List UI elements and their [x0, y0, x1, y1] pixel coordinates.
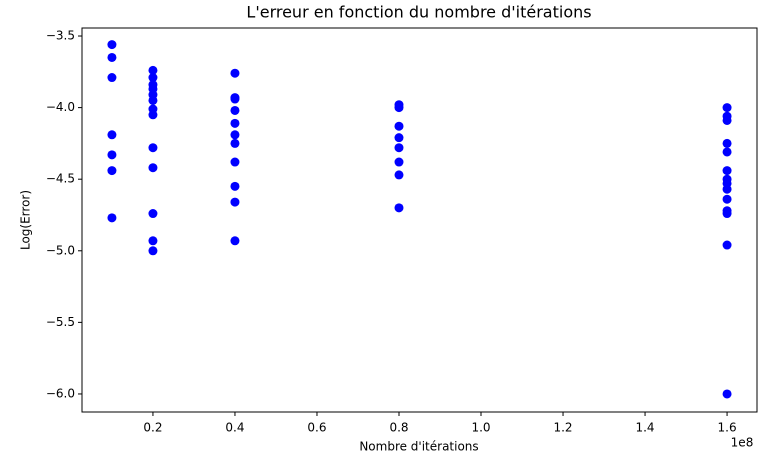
point — [722, 194, 732, 204]
point — [230, 105, 240, 115]
y-tick-label: −3.5 — [46, 29, 75, 43]
point — [722, 115, 732, 125]
point — [107, 150, 117, 160]
x-tick-label: 1.2 — [553, 421, 572, 435]
point — [722, 147, 732, 157]
point — [107, 40, 117, 50]
y-tick-label: −5.0 — [46, 243, 75, 257]
x-offset-label: 1e8 — [731, 436, 754, 450]
point — [230, 157, 240, 167]
y-axis-label: Log(Error) — [19, 190, 33, 250]
point — [230, 236, 240, 246]
point — [230, 118, 240, 128]
point — [148, 209, 158, 219]
point — [148, 163, 158, 173]
x-tick-label: 0.2 — [143, 421, 162, 435]
point — [230, 138, 240, 148]
point — [230, 94, 240, 104]
point — [722, 389, 732, 399]
point — [148, 236, 158, 246]
point — [394, 121, 404, 131]
point — [230, 130, 240, 140]
point — [148, 143, 158, 153]
point — [148, 95, 158, 105]
point — [722, 138, 732, 148]
x-tick-label: 1.4 — [635, 421, 654, 435]
point — [722, 209, 732, 219]
point — [230, 197, 240, 207]
point — [148, 65, 158, 75]
point — [148, 246, 158, 256]
point — [394, 170, 404, 180]
x-tick-label: 1.6 — [718, 421, 737, 435]
point — [230, 68, 240, 78]
point — [722, 166, 732, 176]
point — [394, 143, 404, 153]
point — [148, 110, 158, 120]
y-tick-label: −6.0 — [46, 386, 75, 400]
point — [394, 157, 404, 167]
y-tick-label: −5.5 — [46, 315, 75, 329]
x-tick-label: 1.0 — [471, 421, 490, 435]
chart-title: L'erreur en fonction du nombre d'itérati… — [246, 3, 591, 22]
point — [107, 166, 117, 176]
point — [107, 52, 117, 62]
y-tick-label: −4.0 — [46, 100, 75, 114]
point — [107, 73, 117, 83]
point — [107, 130, 117, 140]
y-tick-label: −4.5 — [46, 172, 75, 186]
point — [230, 181, 240, 191]
point — [722, 184, 732, 194]
point — [107, 213, 117, 223]
x-axis-label: Nombre d'itérations — [359, 440, 478, 454]
plot-frame — [81, 27, 758, 413]
x-tick-label: 0.4 — [225, 421, 244, 435]
x-tick-label: 0.8 — [389, 421, 408, 435]
point — [394, 203, 404, 213]
x-tick-label: 0.6 — [307, 421, 326, 435]
point — [722, 103, 732, 113]
point — [394, 103, 404, 113]
point — [394, 133, 404, 143]
point — [148, 73, 158, 83]
point — [722, 240, 732, 250]
